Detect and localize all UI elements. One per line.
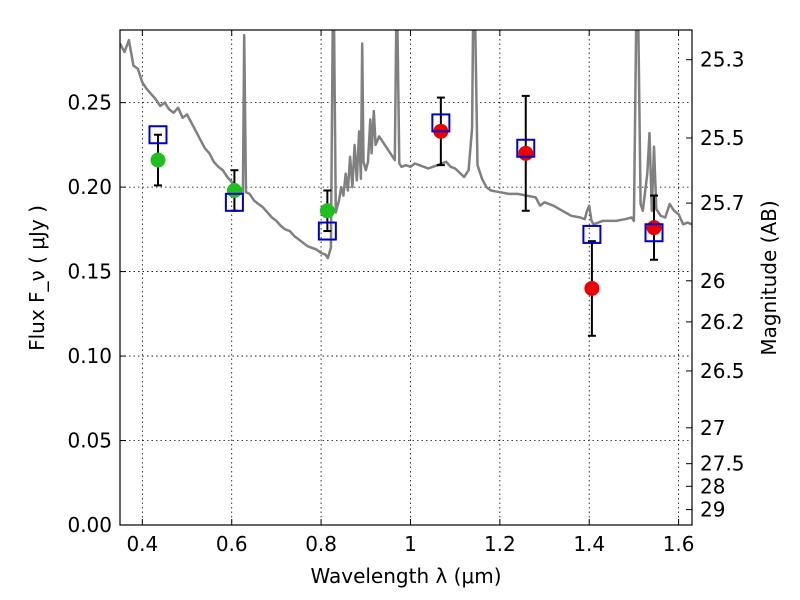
model-square bbox=[431, 113, 451, 133]
green-point bbox=[319, 203, 335, 219]
x-tick-label: 0.6 bbox=[216, 532, 248, 556]
model-square bbox=[317, 221, 337, 241]
model-square bbox=[224, 192, 244, 212]
red-point bbox=[646, 220, 662, 236]
x-tick-label: 1.6 bbox=[663, 532, 695, 556]
errorbar-layer bbox=[153, 94, 659, 337]
y-tick-label: 0.20 bbox=[67, 175, 112, 199]
green-point bbox=[226, 182, 242, 198]
right-tick-label: 27.5 bbox=[700, 452, 745, 476]
x-tick-label: 1.4 bbox=[573, 532, 605, 556]
x-tick-label: 0.4 bbox=[126, 532, 158, 556]
red-point bbox=[518, 145, 534, 161]
model-spectrum-layer bbox=[120, 30, 692, 260]
right-tick-label: 25.3 bbox=[700, 48, 745, 72]
right-tick-label: 28 bbox=[700, 474, 725, 498]
model-square bbox=[516, 138, 536, 158]
right-tick-label: 25.5 bbox=[700, 126, 745, 150]
y-tick-label: 0.10 bbox=[67, 344, 112, 368]
y-tick-label: 0.25 bbox=[67, 91, 112, 115]
right-axis-label: Magnitude (AB) bbox=[757, 200, 781, 355]
x-axis-ticks: 0.4 0.6 0.8 1 1.2 1.4 1.6 bbox=[126, 30, 695, 556]
grid bbox=[120, 30, 692, 525]
x-tick-label: 1.2 bbox=[484, 532, 516, 556]
right-tick-label: 26 bbox=[700, 269, 725, 293]
model-square bbox=[582, 224, 602, 244]
y-tick-label: 0.00 bbox=[67, 513, 112, 537]
right-tick-label: 26.5 bbox=[700, 359, 745, 383]
green-point bbox=[150, 152, 166, 168]
x-axis-label: Wavelength λ (μm) bbox=[310, 564, 501, 588]
y-axis-ticks: 0.00 0.05 0.10 0.15 0.20 0.25 bbox=[67, 91, 126, 537]
model-spectrum-line bbox=[120, 30, 692, 260]
y-tick-label: 0.05 bbox=[67, 429, 112, 453]
right-tick-label: 29 bbox=[700, 498, 725, 522]
right-tick-label: 27 bbox=[700, 416, 725, 440]
x-tick-label: 0.8 bbox=[305, 532, 337, 556]
red-point bbox=[584, 280, 600, 296]
model-squares-layer bbox=[148, 113, 664, 244]
model-square bbox=[644, 223, 664, 243]
plot-frame bbox=[119, 29, 693, 526]
y-tick-label: 0.15 bbox=[67, 260, 112, 284]
right-tick-label: 25.7 bbox=[700, 191, 745, 215]
right-tick-label: 26.2 bbox=[700, 310, 745, 334]
x-tick-label: 1 bbox=[404, 532, 417, 556]
model-square bbox=[148, 125, 168, 145]
y-axis-label: Flux F_ν ( μJy ) bbox=[25, 205, 49, 351]
